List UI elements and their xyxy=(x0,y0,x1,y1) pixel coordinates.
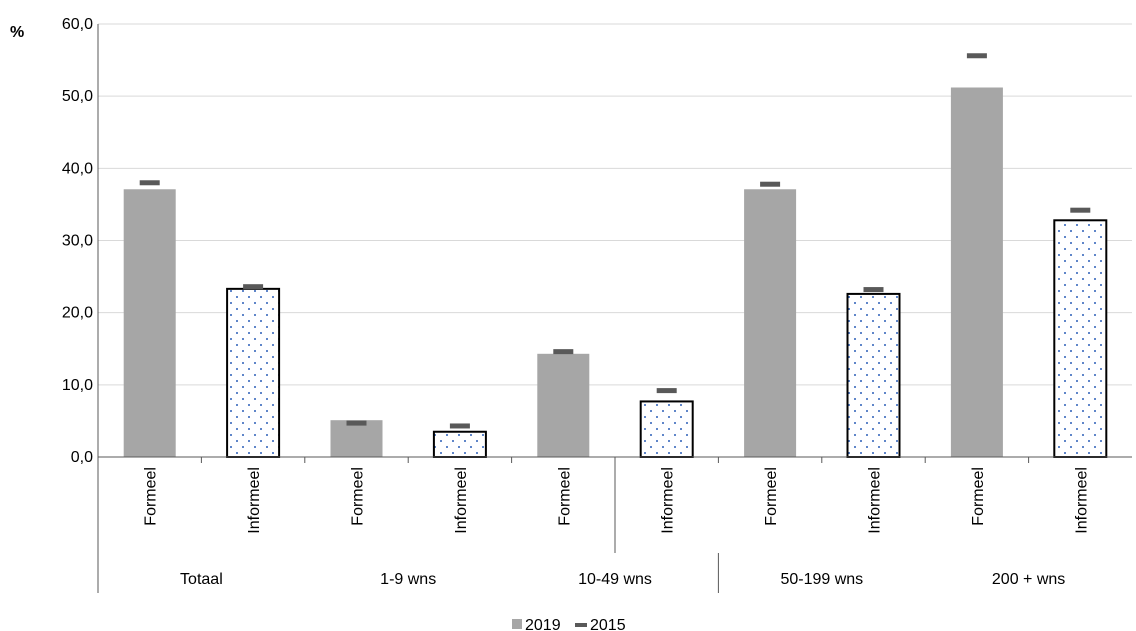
bars xyxy=(123,87,1108,459)
category-label: Formeel xyxy=(350,467,367,526)
y-tick-label: 20,0 xyxy=(62,305,93,322)
marker-2015 xyxy=(760,181,781,187)
category-label: Formeel xyxy=(556,467,573,526)
marker-2015 xyxy=(1070,207,1091,213)
group-label: 1-9 wns xyxy=(380,571,436,588)
legend: 2019 2015 xyxy=(512,617,626,631)
category-label: Formeel xyxy=(970,467,987,526)
category-label: Informeel xyxy=(453,467,470,534)
legend-swatch-2019 xyxy=(512,619,522,629)
legend-label-2015: 2015 xyxy=(590,617,626,631)
bar-2019-formeel xyxy=(950,87,1003,458)
category-label: Formeel xyxy=(763,467,780,526)
group-label: Totaal xyxy=(180,571,223,588)
y-tick-label: 60,0 xyxy=(62,16,93,33)
marker-2015 xyxy=(656,388,677,394)
category-label: Informeel xyxy=(867,467,884,534)
bar-2019-formeel xyxy=(744,189,797,458)
y-tick-label: 10,0 xyxy=(62,377,93,394)
bar-2019-informeel xyxy=(639,400,694,459)
group-labels: Totaal 1-9 wns 10-49 wns 50-199 wns 200 + wn… xyxy=(180,571,1065,588)
y-tick-label: 40,0 xyxy=(62,160,93,177)
bar-2019-formeel xyxy=(330,420,383,457)
group-label: 10-49 wns xyxy=(578,571,652,588)
bar-2019-informeel xyxy=(432,430,487,459)
category-labels: Formeel Informeel Formeel Informeel Formeel I… xyxy=(143,467,1091,534)
marker-2015 xyxy=(966,53,987,59)
category-label: Informeel xyxy=(246,467,263,534)
category-label: Informeel xyxy=(1073,467,1090,534)
markers-2015 xyxy=(139,53,1091,429)
marker-2015 xyxy=(863,287,884,293)
marker-2015 xyxy=(449,423,470,429)
marker-2015 xyxy=(553,349,574,355)
legend-label-2019: 2019 xyxy=(525,617,561,631)
marker-2015 xyxy=(139,180,160,186)
bar-2019-formeel xyxy=(537,353,590,457)
bar-2019-informeel xyxy=(1053,219,1108,458)
y-tick-label: 30,0 xyxy=(62,233,93,250)
bar-2019-informeel xyxy=(226,287,281,458)
legend-swatch-2015 xyxy=(575,623,587,627)
y-tick-label: 50,0 xyxy=(62,88,93,105)
group-label: 200 + wns xyxy=(992,571,1065,588)
group-label: 50-199 wns xyxy=(780,571,863,588)
bar-2019-informeel xyxy=(846,292,901,458)
axes xyxy=(97,24,1132,593)
marker-2015 xyxy=(243,284,264,290)
bar-2019-formeel xyxy=(123,189,176,458)
y-tick-label: 0,0 xyxy=(71,449,93,466)
y-axis-label: % xyxy=(10,24,24,41)
category-label: Formeel xyxy=(143,467,160,526)
category-label: Informeel xyxy=(660,467,677,534)
marker-2015 xyxy=(346,420,367,426)
y-tick-labels: 0,0 10,0 20,0 30,0 40,0 50,0 60,0 xyxy=(62,16,93,466)
